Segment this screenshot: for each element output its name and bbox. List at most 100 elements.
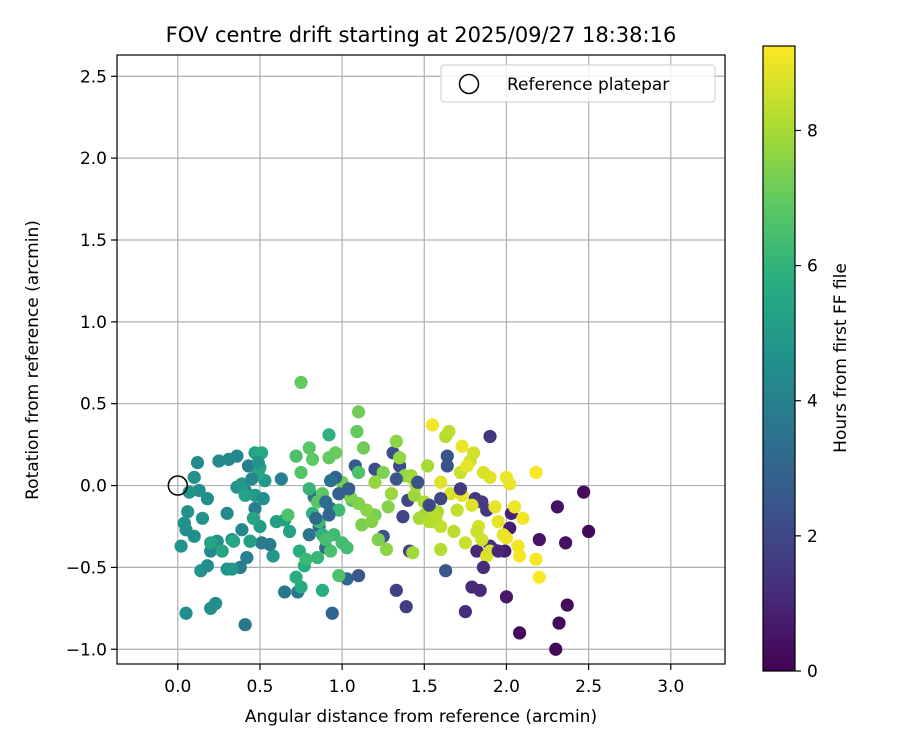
data-point <box>248 501 262 516</box>
data-point <box>245 472 259 486</box>
data-point <box>434 492 448 506</box>
data-point <box>325 606 339 620</box>
data-point <box>340 541 354 555</box>
data-point <box>332 503 346 517</box>
data-point <box>266 549 280 563</box>
data-point <box>238 618 252 632</box>
x-tick-label: 1.5 <box>411 677 438 697</box>
x-tick-label: 1.0 <box>329 677 356 697</box>
data-point <box>389 583 403 597</box>
data-point <box>470 544 484 558</box>
data-point <box>319 495 333 509</box>
data-point <box>332 569 346 583</box>
data-point <box>407 488 422 502</box>
data-point <box>559 536 573 550</box>
y-tick-label: 1.0 <box>80 313 107 333</box>
data-point <box>439 564 453 578</box>
data-point <box>302 528 316 542</box>
data-point <box>289 570 303 584</box>
y-tick-label: −1.0 <box>66 640 107 660</box>
data-point <box>460 459 474 473</box>
data-point <box>393 451 407 465</box>
data-point <box>483 429 497 444</box>
data-point <box>324 544 338 558</box>
data-point <box>420 459 435 473</box>
data-point <box>458 536 472 550</box>
reference-marker-layer <box>167 475 189 496</box>
data-point <box>246 511 260 525</box>
data-point <box>499 531 514 545</box>
data-point <box>384 487 399 501</box>
data-point <box>225 562 239 576</box>
data-point <box>550 500 564 514</box>
data-point <box>560 598 574 612</box>
legend-reference-marker <box>458 73 480 95</box>
data-point <box>379 542 394 557</box>
colorbar: 0 2 4 6 8 Hours from first FF file <box>762 45 851 682</box>
data-point <box>195 511 210 525</box>
data-point <box>512 626 527 640</box>
data-point <box>499 590 514 604</box>
data-point <box>200 559 214 573</box>
data-point <box>240 550 254 565</box>
plot-area <box>117 55 725 664</box>
data-point <box>422 514 436 529</box>
data-point <box>532 532 546 547</box>
data-point <box>371 532 385 547</box>
colorbar-tick-label: 4 <box>807 392 818 412</box>
data-point <box>512 549 527 563</box>
data-point <box>227 534 241 548</box>
data-point <box>315 583 330 597</box>
y-axis-title: Rotation from reference (arcmin) <box>23 220 43 500</box>
data-point <box>529 552 543 566</box>
data-point <box>466 446 481 460</box>
data-point <box>350 424 364 439</box>
data-point <box>351 569 366 583</box>
data-point <box>190 456 205 470</box>
data-point <box>440 449 454 463</box>
data-point <box>356 441 371 455</box>
plot-frame <box>116 54 726 665</box>
data-point <box>208 596 223 611</box>
y-tick-label: −0.5 <box>66 558 107 578</box>
data-point <box>281 508 295 522</box>
data-point <box>212 454 226 468</box>
data-point <box>516 511 530 525</box>
data-point <box>179 606 193 620</box>
y-tick-label: 1.5 <box>80 231 107 251</box>
data-point <box>322 428 336 442</box>
data-point <box>483 470 497 484</box>
data-point <box>177 516 191 530</box>
data-point <box>299 552 313 566</box>
data-point <box>220 506 234 520</box>
data-point <box>351 405 366 419</box>
colorbar-frame <box>762 45 796 672</box>
data-point <box>192 483 206 498</box>
data-point <box>450 503 464 517</box>
colorbar-tick-label: 8 <box>807 121 818 141</box>
data-point <box>476 560 491 575</box>
data-point <box>215 544 229 558</box>
data-point <box>396 510 410 524</box>
data-point <box>389 434 403 448</box>
data-point <box>532 570 546 584</box>
x-axis-ticks: 0.0 0.5 1.0 1.5 2.0 2.5 3.0 <box>164 664 684 697</box>
data-point <box>174 539 188 553</box>
data-point <box>324 474 338 488</box>
y-axis-ticks: −1.0 −0.5 0.0 0.5 1.0 1.5 2.0 2.5 <box>66 67 117 660</box>
y-tick-label: 0.0 <box>80 477 107 497</box>
data-point <box>200 492 214 506</box>
data-point <box>529 465 543 480</box>
colorbar-ticks: 0 2 4 6 8 <box>795 121 818 682</box>
data-point <box>294 465 308 480</box>
data-point <box>389 472 403 486</box>
data-point <box>442 424 456 439</box>
data-point <box>491 544 505 558</box>
x-axis-title: Angular distance from reference (arcmin) <box>245 707 597 727</box>
data-point <box>319 532 333 547</box>
data-point <box>443 487 458 501</box>
data-point <box>251 456 265 470</box>
data-point <box>263 537 277 552</box>
x-tick-label: 2.5 <box>575 677 602 697</box>
